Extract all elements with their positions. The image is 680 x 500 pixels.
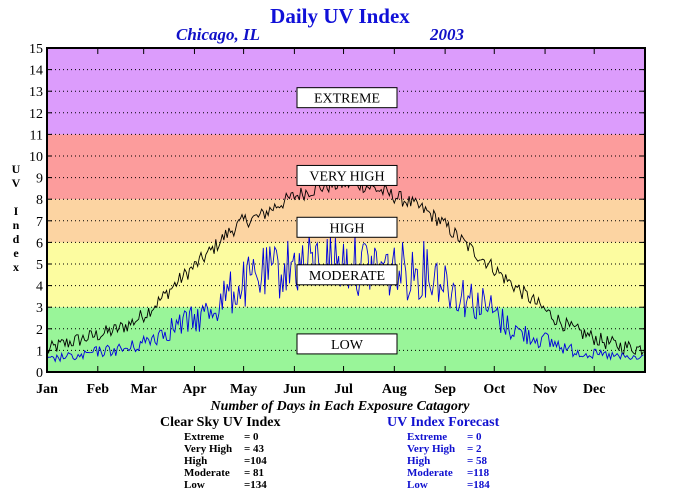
x-tick-label: Aug: [382, 382, 407, 397]
y-tick-label: 10: [29, 150, 43, 165]
x-tick-label: Dec: [583, 382, 606, 397]
y-axis-label-char: I: [13, 204, 19, 218]
row-label: Extreme: [184, 431, 225, 443]
table-row: Low =184: [387, 479, 499, 491]
x-tick-label: Jul: [334, 382, 353, 397]
band-label: VERY HIGH: [309, 169, 384, 184]
y-axis-label-char: x: [13, 260, 19, 274]
y-tick-label: 9: [36, 172, 43, 187]
band-label: MODERATE: [309, 269, 385, 284]
table-row: Extreme = 0: [387, 431, 499, 443]
band-label-box: [296, 333, 398, 355]
row-label: Low: [184, 479, 205, 491]
row-value: =134: [244, 479, 267, 491]
band-label-box: [296, 216, 398, 238]
table-row: High =104: [160, 455, 280, 467]
table-row: Extreme = 0: [160, 431, 280, 443]
year-label: 2003: [430, 25, 464, 44]
row-label: High: [407, 455, 431, 467]
y-tick-label: 12: [29, 107, 43, 122]
band-label: HIGH: [330, 221, 365, 236]
row-value: =118: [467, 467, 490, 479]
band-label-box: [296, 264, 398, 286]
clear-sky-table: Clear Sky UV Index Extreme = 0 Very High =…: [160, 415, 280, 491]
y-tick-label: 6: [36, 236, 43, 251]
band-label: EXTREME: [314, 92, 380, 107]
chart-title: Daily UV Index: [270, 4, 410, 28]
y-tick-label: 11: [30, 128, 43, 143]
location-label: Chicago, IL: [176, 25, 261, 44]
table-row: Low =134: [160, 479, 280, 491]
y-tick-label: 13: [29, 85, 43, 100]
forecast-header: UV Index Forecast: [387, 415, 500, 430]
x-tick-label: Oct: [483, 382, 505, 397]
row-label: Moderate: [407, 467, 453, 479]
row-value: = 58: [467, 455, 488, 467]
x-tick-label: May: [230, 382, 257, 397]
row-value: = 0: [244, 431, 259, 443]
y-axis-label-char: n: [12, 218, 20, 232]
forecast-table: UV Index Forecast Extreme = 0 Very High = …: [387, 415, 499, 491]
y-tick-label: 7: [36, 215, 43, 230]
row-value: = 0: [467, 431, 482, 443]
row-label: Very High: [184, 443, 233, 455]
table-row: Very High = 2: [387, 443, 499, 455]
y-axis-label-char: d: [12, 232, 20, 246]
row-label: Very High: [407, 443, 456, 455]
x-tick-label: Sep: [434, 382, 456, 397]
x-tick-label: Jan: [36, 382, 58, 397]
y-tick-label: 5: [36, 258, 43, 273]
y-axis-label-char: V: [11, 176, 21, 190]
x-tick-label: Mar: [130, 382, 156, 397]
x-tick-label: Apr: [182, 382, 206, 397]
y-tick-label: 3: [36, 301, 43, 316]
y-axis-label-char: e: [13, 246, 19, 260]
row-label: Moderate: [184, 467, 230, 479]
band-label-box: [296, 87, 398, 109]
x-tick-label: Feb: [87, 382, 110, 397]
x-tick-label: Nov: [533, 382, 557, 397]
y-tick-label: 2: [36, 323, 43, 338]
y-tick-label: 1: [36, 344, 43, 359]
row-value: =184: [467, 479, 490, 491]
series-line-1: [46, 176, 644, 356]
row-value: = 2: [467, 443, 482, 455]
row-label: High: [184, 455, 208, 467]
y-tick-label: 8: [36, 193, 43, 208]
row-value: =104: [244, 455, 267, 467]
band-label-box: [296, 164, 398, 186]
y-tick-label: 4: [36, 280, 43, 295]
plot-frame: [46, 47, 646, 373]
row-label: Low: [407, 479, 428, 491]
row-label: Extreme: [407, 431, 448, 443]
category-counts-title: Number of Days in Each Exposure Catagory: [210, 399, 470, 414]
clear-sky-header: Clear Sky UV Index: [160, 415, 281, 430]
band-label: LOW: [331, 338, 364, 353]
row-value: = 81: [244, 467, 265, 479]
y-tick-label: 14: [29, 64, 43, 79]
y-tick-label: 15: [29, 42, 43, 57]
y-tick-label: 0: [36, 366, 43, 381]
table-row: Moderate =118: [387, 467, 499, 479]
table-row: High = 58: [387, 455, 499, 467]
x-tick-label: Jun: [283, 382, 306, 397]
table-row: Moderate = 81: [160, 467, 280, 479]
row-value: = 43: [244, 443, 265, 455]
y-axis-label-char: U: [11, 162, 21, 176]
table-row: Very High = 43: [160, 443, 280, 455]
